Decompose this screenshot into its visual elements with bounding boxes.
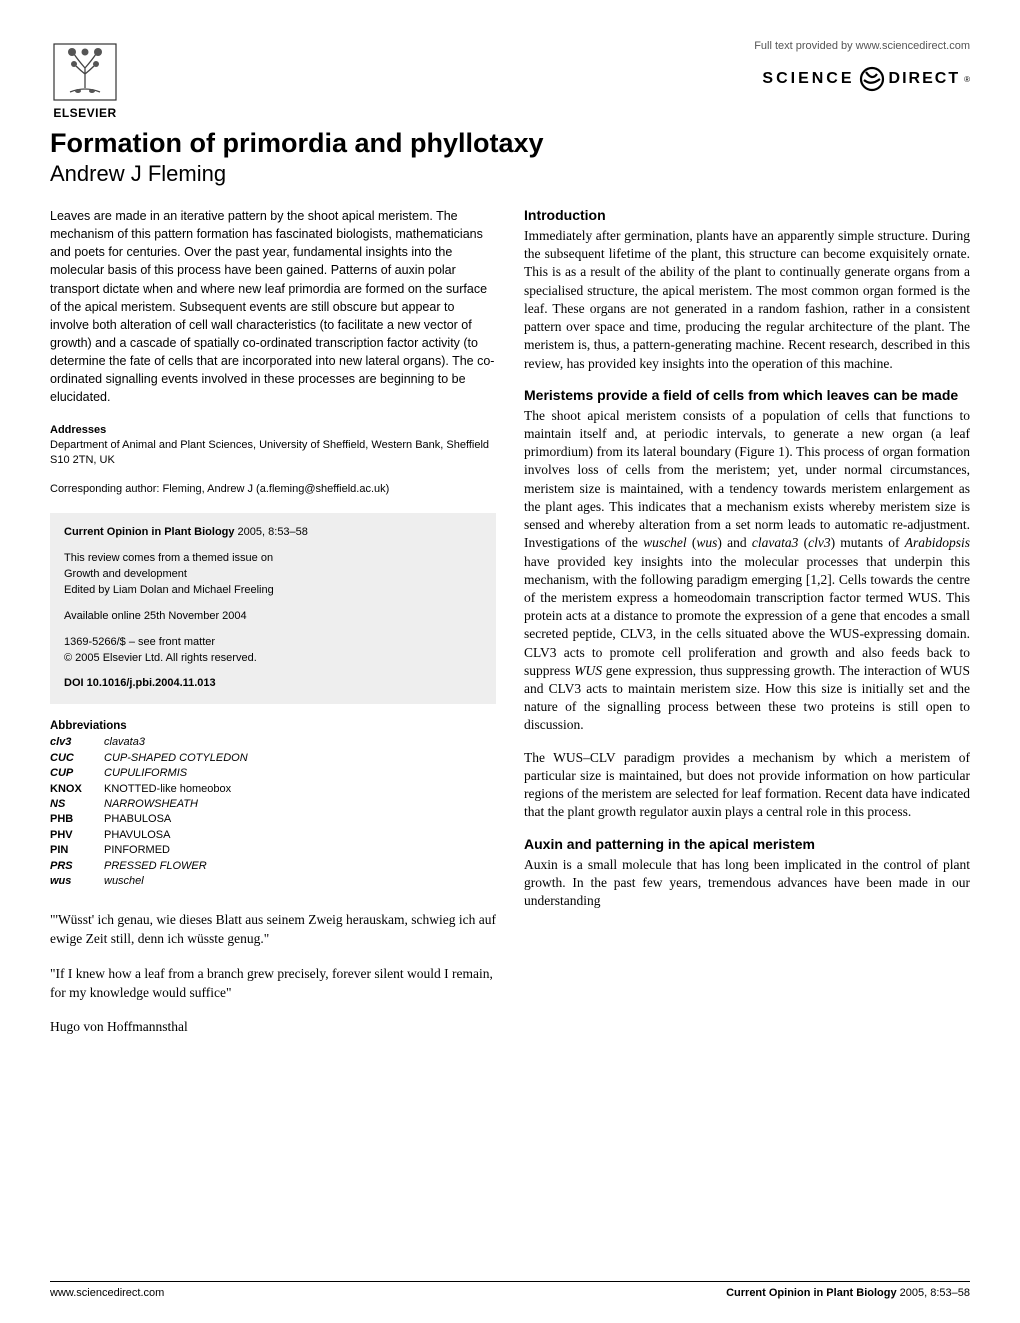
corresponding-author: Corresponding author: Fleming, Andrew J … — [50, 482, 496, 497]
abbrev-val: PRESSED FLOWER — [104, 859, 207, 874]
abbrev-key: CUC — [50, 751, 104, 766]
abbrev-val: PINFORMED — [104, 843, 170, 858]
abbrev-key: PHB — [50, 812, 104, 827]
themed-line-3: Edited by Liam Dolan and Michael Freelin… — [64, 583, 482, 599]
journal-citation: Current Opinion in Plant Biology 2005, 8… — [64, 525, 482, 541]
abbrev-table: clv3clavata3CUCCUP-SHAPED COTYLEDONCUPCU… — [50, 735, 496, 889]
abbrev-row: CUCCUP-SHAPED COTYLEDON — [50, 751, 496, 766]
abbrev-val: CUPULIFORMIS — [104, 766, 187, 781]
abbrev-row: wuswuschel — [50, 874, 496, 889]
wuschel-italic: wuschel — [643, 535, 687, 550]
abbrev-val: wuschel — [104, 874, 144, 889]
abbrev-key: wus — [50, 874, 104, 889]
abbrev-row: PHVPHAVULOSA — [50, 828, 496, 843]
quote-english: "If I knew how a leaf from a branch grew… — [50, 965, 496, 1003]
title-block: Formation of primordia and phyllotaxy An… — [50, 128, 970, 187]
abbrev-val: CUP-SHAPED COTYLEDON — [104, 751, 248, 766]
meristem-text-1d: ( — [798, 535, 808, 550]
available-online: Available online 25th November 2004 — [64, 609, 482, 625]
meristem-paragraph-1: The shoot apical meristem consists of a … — [524, 407, 970, 735]
abbrev-val: NARROWSHEATH — [104, 797, 198, 812]
header-right: Full text provided by www.sciencedirect.… — [754, 40, 970, 92]
meristem-text-1e: ) mutants of — [831, 535, 905, 550]
abbrev-key: CUP — [50, 766, 104, 781]
sciencedirect-logo: SCIENCE DIRECT ® — [754, 66, 970, 92]
abbrev-row: NSNARROWSHEATH — [50, 797, 496, 812]
left-column: Leaves are made in an iterative pattern … — [50, 207, 496, 1035]
abbrev-row: clv3clavata3 — [50, 735, 496, 750]
abbrev-row: PRSPRESSED FLOWER — [50, 859, 496, 874]
footer-journal: Current Opinion in Plant Biology — [726, 1287, 897, 1299]
abbrev-val: KNOTTED-like homeobox — [104, 782, 231, 797]
quote-attribution: Hugo von Hoffmannsthal — [50, 1019, 496, 1035]
fulltext-notice: Full text provided by www.sciencedirect.… — [754, 40, 970, 52]
abbrev-val: PHABULOSA — [104, 812, 171, 827]
journal-volpages: 2005, 8:53–58 — [235, 526, 308, 538]
abbrev-key: clv3 — [50, 735, 104, 750]
themed-line-2: Growth and development — [64, 567, 482, 583]
journal-name: Current Opinion in Plant Biology — [64, 526, 235, 538]
sd-direct: DIRECT — [889, 70, 961, 88]
wus-gene-italic: WUS — [574, 663, 602, 678]
sd-registered: ® — [964, 75, 970, 84]
abbrev-row: PHBPHABULOSA — [50, 812, 496, 827]
meristem-text-1b: ( — [687, 535, 697, 550]
auxin-paragraph: Auxin is a small molecule that has long … — [524, 856, 970, 911]
meristem-text-1c: ) and — [717, 535, 751, 550]
intro-paragraph: Immediately after germination, plants ha… — [524, 227, 970, 373]
page-footer: www.sciencedirect.com Current Opinion in… — [50, 1281, 970, 1299]
abbrev-heading: Abbreviations — [50, 720, 496, 732]
clavata3-italic: clavata3 — [752, 535, 799, 550]
abbrev-key: PHV — [50, 828, 104, 843]
sd-globe-icon — [859, 66, 885, 92]
abbrev-row: CUPCUPULIFORMIS — [50, 766, 496, 781]
copyright-line: © 2005 Elsevier Ltd. All rights reserved… — [64, 651, 482, 667]
abbrev-key: PRS — [50, 859, 104, 874]
meristem-heading: Meristems provide a field of cells from … — [524, 387, 970, 403]
abstract-text: Leaves are made in an iterative pattern … — [50, 207, 496, 406]
quote-german: "'Wüsst' ich genau, wie dieses Blatt aus… — [50, 911, 496, 949]
themed-line-1: This review comes from a themed issue on — [64, 551, 482, 567]
abbrev-key: KNOX — [50, 782, 104, 797]
elsevier-tree-icon — [50, 40, 120, 104]
intro-heading: Introduction — [524, 207, 970, 223]
abbrev-val: PHAVULOSA — [104, 828, 170, 843]
clv3-italic: clv3 — [808, 535, 831, 550]
wus-italic: wus — [696, 535, 717, 550]
page-header: ELSEVIER Full text provided by www.scien… — [50, 40, 970, 120]
footer-citation: 2005, 8:53–58 — [897, 1287, 970, 1299]
author-name: Andrew J Fleming — [50, 161, 970, 187]
article-info-box: Current Opinion in Plant Biology 2005, 8… — [50, 513, 496, 705]
issn-line: 1369-5266/$ – see front matter — [64, 635, 482, 651]
footer-left: www.sciencedirect.com — [50, 1287, 164, 1299]
article-title: Formation of primordia and phyllotaxy — [50, 128, 970, 159]
doi-line: DOI 10.1016/j.pbi.2004.11.013 — [64, 676, 482, 692]
addresses-body: Department of Animal and Plant Sciences,… — [50, 438, 496, 468]
sd-science: SCIENCE — [762, 70, 854, 88]
meristem-paragraph-2: The WUS–CLV paradigm provides a mechanis… — [524, 749, 970, 822]
abbrev-val: clavata3 — [104, 735, 145, 750]
two-column-layout: Leaves are made in an iterative pattern … — [50, 207, 970, 1035]
auxin-heading: Auxin and patterning in the apical meris… — [524, 836, 970, 852]
right-column: Introduction Immediately after germinati… — [524, 207, 970, 1035]
themed-issue: This review comes from a themed issue on… — [64, 551, 482, 599]
abbrev-row: PINPINFORMED — [50, 843, 496, 858]
elsevier-logo: ELSEVIER — [50, 40, 120, 120]
abbrev-key: NS — [50, 797, 104, 812]
addresses-heading: Addresses — [50, 424, 496, 436]
abbrev-key: PIN — [50, 843, 104, 858]
meristem-text-1f: have provided key insights into the mole… — [524, 554, 970, 678]
arabidopsis-italic: Arabidopsis — [905, 535, 970, 550]
meristem-text-1a: The shoot apical meristem consists of a … — [524, 408, 970, 551]
footer-right: Current Opinion in Plant Biology 2005, 8… — [726, 1287, 970, 1299]
elsevier-label: ELSEVIER — [53, 106, 116, 120]
abbrev-row: KNOXKNOTTED-like homeobox — [50, 782, 496, 797]
